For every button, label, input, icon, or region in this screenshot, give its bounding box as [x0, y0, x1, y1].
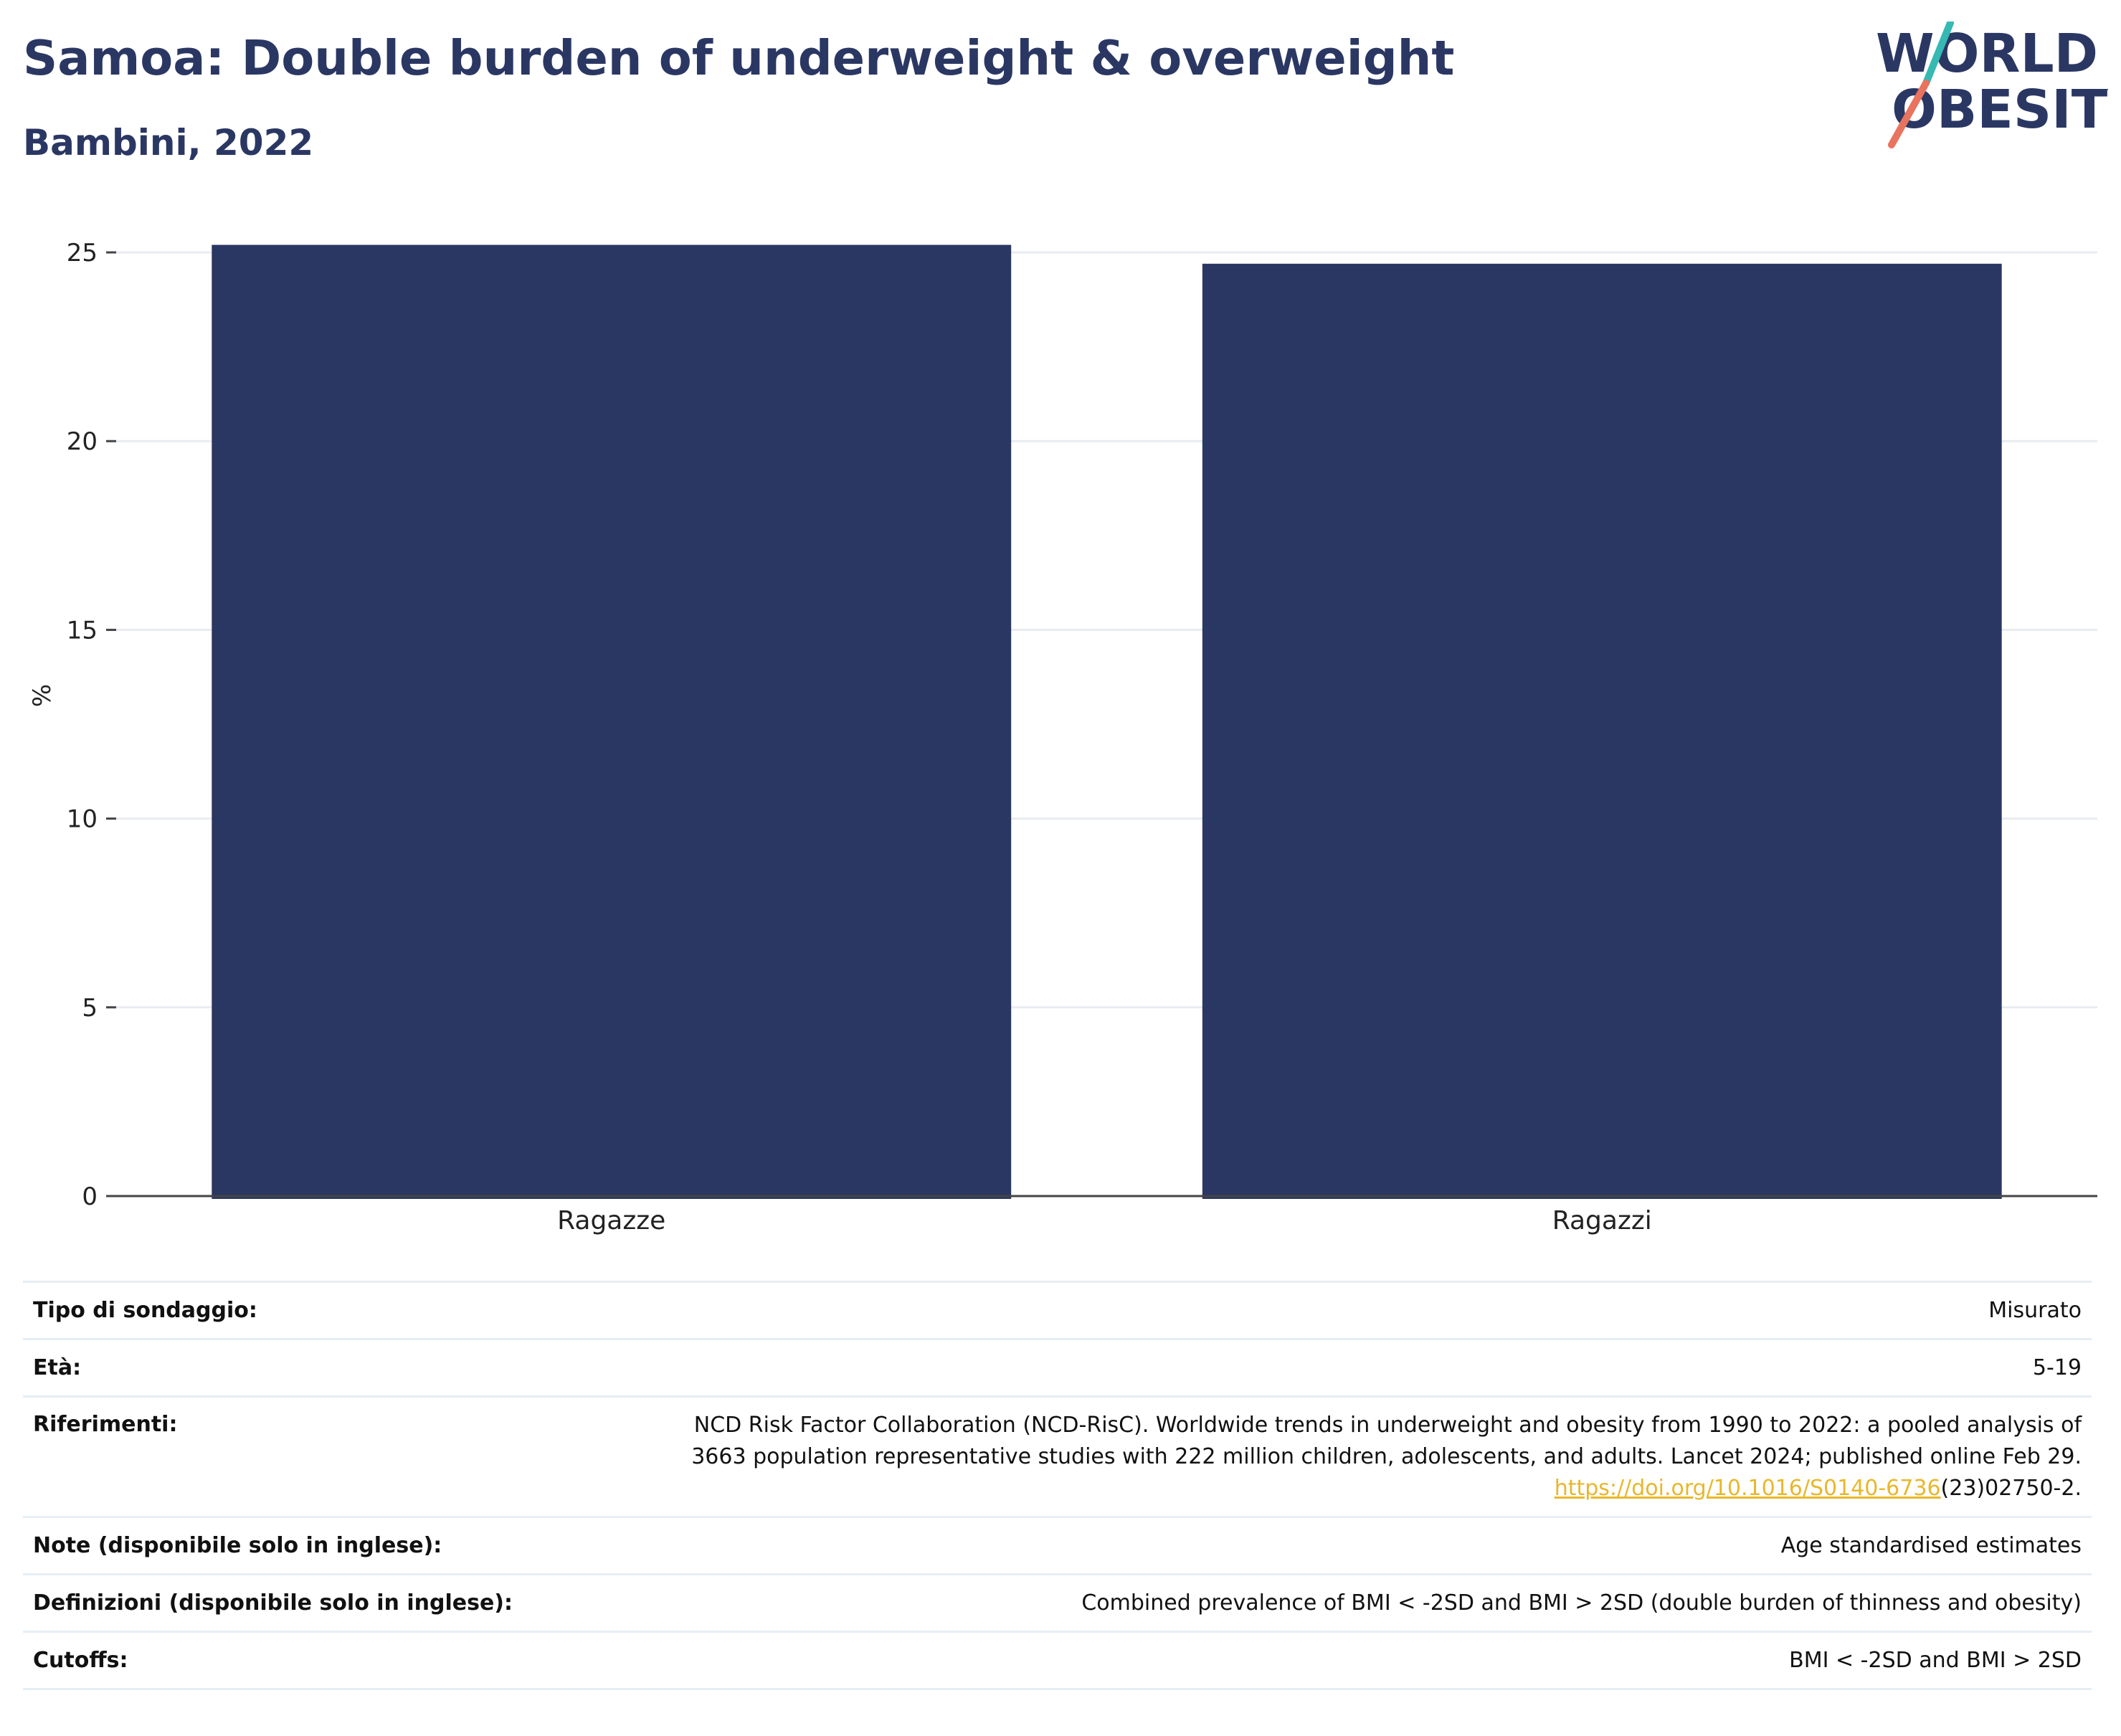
x-category-label: Ragazze [557, 1206, 665, 1235]
x-category-label: Ragazzi [1552, 1206, 1652, 1235]
reference-line-3: https://doi.org/10.1016/S0140-6736(23)02… [574, 1473, 2082, 1504]
meta-value: Misurato [1988, 1297, 2082, 1323]
meta-row-notes: Note (disponibile solo in inglese): Age … [23, 1517, 2092, 1575]
y-tick-label: 10 [67, 805, 98, 834]
world-obesity-logo: WORLD OBESITY [1876, 22, 2108, 148]
logo-slash-top [1922, 22, 1954, 87]
meta-value: NCD Risk Factor Collaboration (NCD-RisC)… [564, 1397, 2092, 1517]
meta-key: Cutoffs: [33, 1648, 128, 1673]
metadata-table: Tipo di sondaggio: Misurato Età: 5-19 Ri… [23, 1281, 2092, 1690]
meta-value: Age standardised estimates [1780, 1532, 2082, 1558]
y-tick-labels: 0 5 10 15 20 25 [67, 239, 116, 1211]
meta-key: Definizioni (disponibile solo in inglese… [33, 1590, 513, 1616]
reference-line-1: NCD Risk Factor Collaboration (NCD-RisC)… [693, 1412, 2082, 1438]
bar-ragazze[interactable] [212, 245, 1012, 1200]
chart-subtitle: Bambini, 2022 [23, 122, 314, 163]
bar-chart: 0 5 10 15 20 25 Ragazze Ragazzi % [28, 239, 2097, 1235]
logo-line-1: WORLD [1876, 23, 2098, 85]
chart-title: Samoa: Double burden of underweight & ov… [23, 30, 1455, 86]
meta-key: Note (disponibile solo in inglese): [33, 1533, 442, 1558]
logo-line-2: OBESITY [1892, 79, 2108, 141]
x-category-labels: Ragazze Ragazzi [557, 1206, 1652, 1235]
y-tick-label: 0 [82, 1182, 98, 1211]
y-tick-label: 25 [67, 239, 98, 267]
bar-ragazzi[interactable] [1202, 263, 2002, 1199]
meta-row-references: Riferimenti: NCD Risk Factor Collaborati… [23, 1396, 2092, 1517]
meta-key: Tipo di sondaggio: [33, 1298, 257, 1323]
meta-row-survey-type: Tipo di sondaggio: Misurato [23, 1281, 2092, 1339]
logo-slash-bottom [1888, 80, 1930, 148]
doi-suffix: (23)02750-2. [1940, 1475, 2082, 1501]
meta-row-age: Età: 5-19 [23, 1339, 2092, 1397]
meta-key: Età: [33, 1355, 82, 1380]
y-axis-label: % [28, 684, 57, 707]
doi-link[interactable]: https://doi.org/10.1016/S0140-6736 [1554, 1475, 1941, 1501]
y-tick-label: 5 [82, 994, 98, 1023]
meta-value: BMI < -2SD and BMI > 2SD [1789, 1647, 2082, 1673]
bars [212, 245, 2002, 1200]
y-tick-label: 15 [67, 616, 98, 645]
meta-value: Combined prevalence of BMI < -2SD and BM… [1081, 1590, 2082, 1616]
meta-value: 5-19 [2032, 1355, 2082, 1380]
reference-line-2: 3663 population representative studies w… [691, 1443, 2082, 1469]
meta-row-definitions: Definizioni (disponibile solo in inglese… [23, 1574, 2092, 1632]
y-tick-label: 20 [67, 427, 98, 456]
meta-key: Riferimenti: [33, 1412, 178, 1437]
meta-row-cutoffs: Cutoffs: BMI < -2SD and BMI > 2SD [23, 1631, 2092, 1689]
